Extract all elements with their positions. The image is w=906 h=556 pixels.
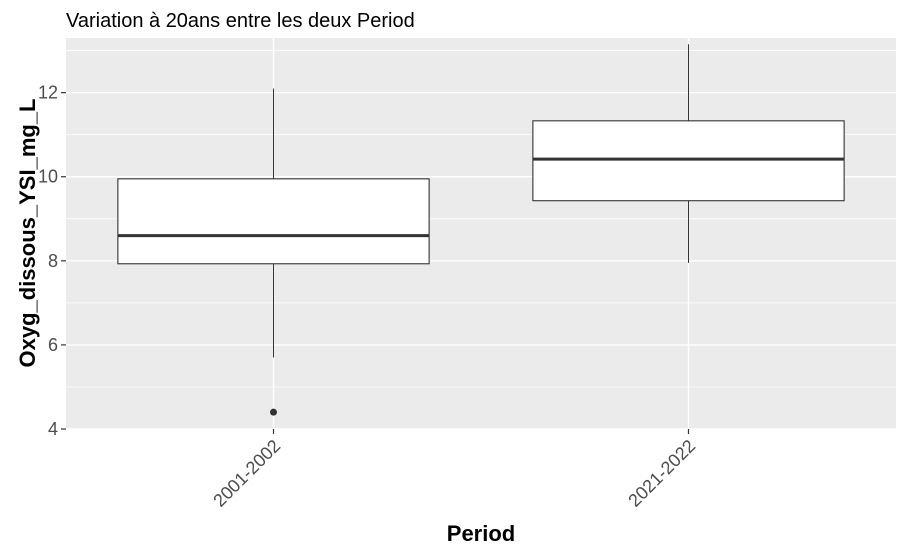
x-tick-label: 2001-2002 bbox=[209, 436, 284, 511]
iqr-box bbox=[117, 178, 430, 265]
x-axis-title: Period bbox=[447, 521, 515, 546]
chart-title: Variation à 20ans entre les deux Period bbox=[66, 10, 415, 32]
x-axis: 2001-2002 2021-2022 bbox=[209, 429, 699, 511]
y-tick-label: 6 bbox=[48, 335, 58, 355]
iqr-box bbox=[532, 120, 845, 202]
y-axis: 4 6 8 10 12 bbox=[38, 83, 66, 439]
x-tick-label: 2021-2022 bbox=[624, 436, 699, 511]
boxes bbox=[117, 44, 845, 416]
y-axis-title: Oxyg_dissous_YSI_mg_L bbox=[15, 99, 40, 368]
box-2001-2002 bbox=[117, 88, 430, 416]
box-2021-2022 bbox=[532, 44, 845, 263]
y-tick-label: 10 bbox=[38, 167, 58, 187]
y-tick-label: 4 bbox=[48, 419, 58, 439]
outlier-point bbox=[270, 408, 277, 416]
y-tick-label: 8 bbox=[48, 251, 58, 271]
y-tick-label: 12 bbox=[38, 83, 58, 103]
